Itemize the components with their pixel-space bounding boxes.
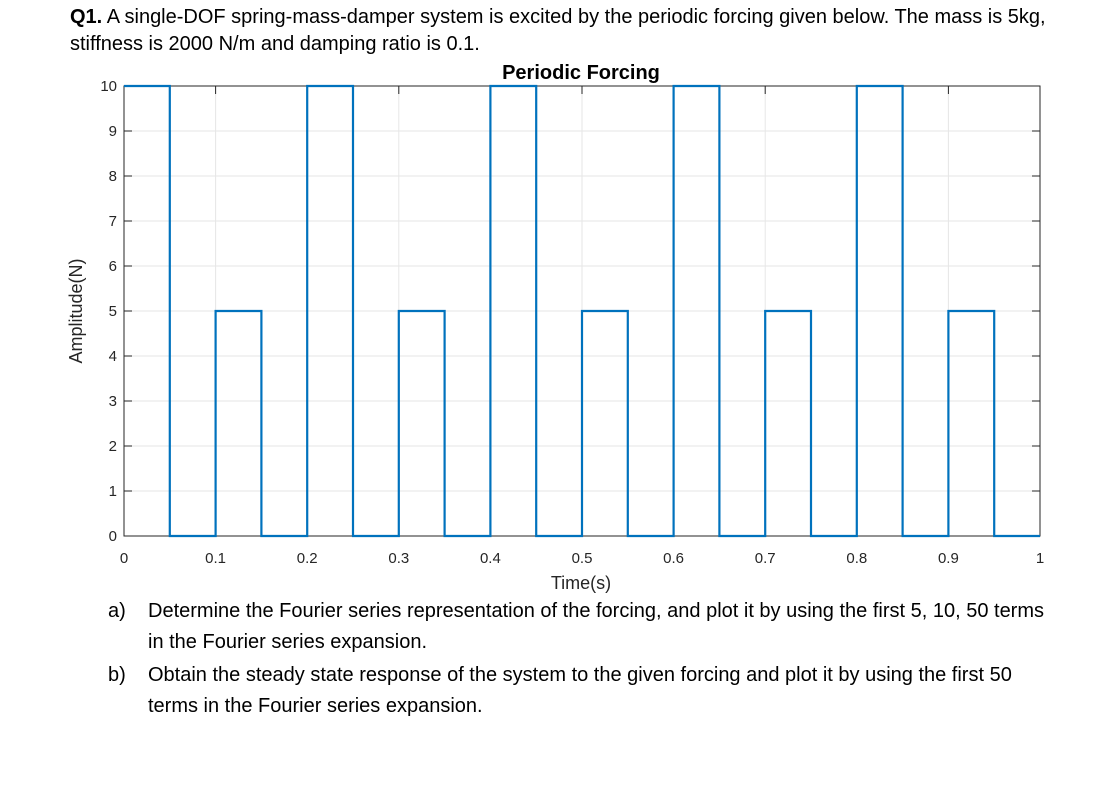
part-b: b) Obtain the steady state response of t…	[108, 660, 1058, 722]
chart-title: Periodic Forcing	[502, 62, 660, 84]
x-tick-label: 0	[120, 550, 128, 567]
x-tick-label: 1	[1036, 550, 1044, 567]
tick-labels: 0 0.1 0.2 0.3 0.4 0.5 0.6 0.7 0.8 0.9 101234567891…	[100, 78, 1044, 567]
x-tick-label: 0.5	[572, 550, 593, 567]
periodic-forcing-chart: 0 0.1 0.2 0.3 0.4 0.5 0.6 0.7 0.8 0.9 101234567891…	[66, 62, 1044, 593]
part-a-label: a)	[108, 600, 126, 622]
question-number: Q1.	[70, 6, 103, 28]
y-tick-label: 8	[109, 168, 117, 185]
part-b-label: b)	[108, 664, 126, 686]
y-tick-label: 2	[109, 438, 117, 455]
x-tick-label: 0.4	[480, 550, 501, 567]
y-tick-label: 4	[109, 348, 117, 365]
y-tick-label: 3	[109, 393, 117, 410]
part-a-text: Determine the Fourier series representat…	[148, 600, 1045, 653]
y-tick-label: 7	[109, 213, 117, 230]
y-axis-label: Amplitude(N)	[66, 258, 86, 363]
x-tick-label: 0.9	[938, 550, 959, 567]
question-parts: a) Determine the Fourier series represen…	[108, 596, 1058, 722]
y-tick-label: 9	[109, 123, 117, 140]
x-tick-label: 0.1	[205, 550, 226, 567]
x-tick-label: 0.7	[755, 550, 776, 567]
y-tick-label: 5	[109, 303, 117, 320]
y-tick-label: 1	[109, 483, 117, 500]
y-tick-label: 6	[109, 258, 117, 275]
part-a: a) Determine the Fourier series represen…	[108, 596, 1058, 658]
y-tick-label: 0	[109, 528, 117, 545]
x-axis-label: Time(s)	[551, 573, 611, 593]
y-tick-label: 10	[100, 78, 117, 95]
x-tick-label: 0.8	[846, 550, 867, 567]
x-tick-label: 0.2	[297, 550, 318, 567]
forcing-series-line	[124, 84, 1040, 538]
question-text: Q1. A single-DOF spring-mass-damper syst…	[70, 4, 1060, 58]
part-b-text: Obtain the steady state response of the …	[148, 664, 1012, 717]
x-tick-label: 0.3	[388, 550, 409, 567]
question-body: A single-DOF spring-mass-damper system i…	[70, 6, 1046, 55]
x-tick-label: 0.6	[663, 550, 684, 567]
